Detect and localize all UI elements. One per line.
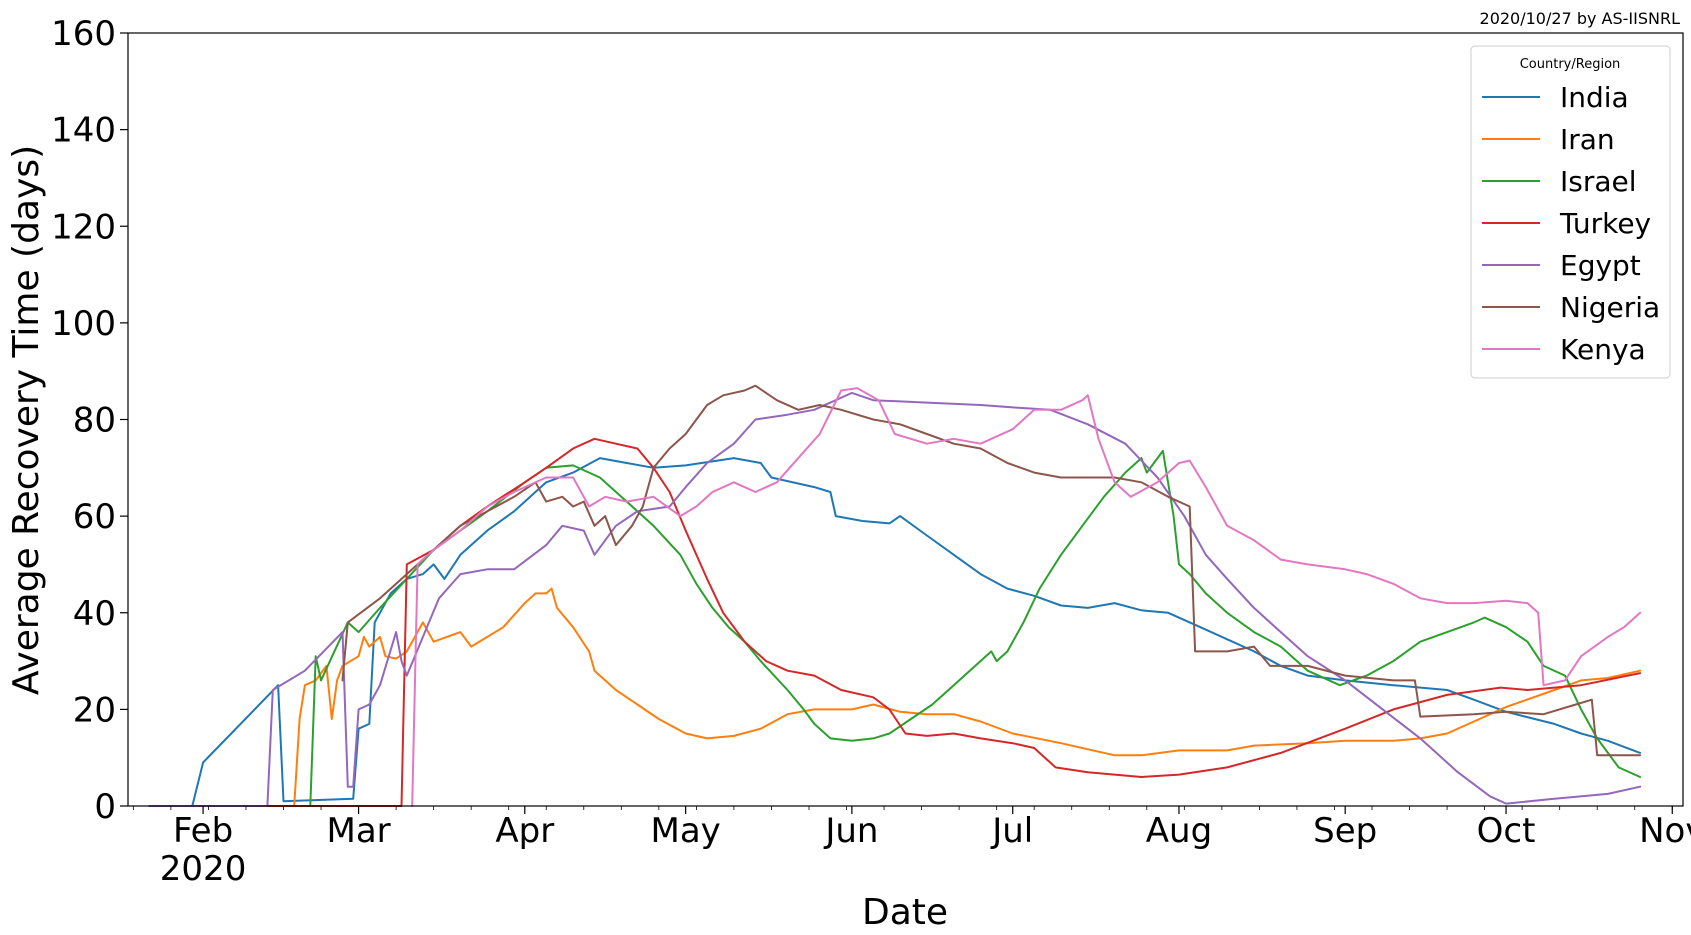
y-axis: 0 20 40 60 80 100 120 140 160: [51, 14, 128, 827]
legend-label: Kenya: [1560, 333, 1646, 366]
x-tick-label: Feb: [173, 811, 233, 851]
x-tick-label: Oct: [1477, 811, 1536, 851]
series-line-egypt: [148, 391, 1642, 807]
y-tick-label: 0: [94, 787, 116, 827]
x-tick-label: Sep: [1313, 811, 1377, 851]
x-tick-label: May: [651, 811, 721, 851]
legend-label: Iran: [1560, 123, 1615, 156]
y-axis-title: Average Recovery Time (days): [6, 145, 47, 695]
y-tick-label: 60: [73, 497, 116, 537]
series-line-kenya: [411, 387, 1642, 807]
legend-items: India Iran Israel Turkey Egypt Nigeria Kenya: [1482, 81, 1660, 366]
legend-title: Country/Region: [1520, 57, 1621, 72]
legend-label: Egypt: [1560, 249, 1641, 282]
y-tick-label: 100: [51, 304, 116, 344]
x-tick-sublabel: 2020: [160, 849, 247, 889]
x-tick-label: Apr: [495, 811, 554, 851]
y-tick-label: 80: [73, 401, 116, 441]
x-tick-label: Nov: [1639, 811, 1691, 851]
series-line-turkey: [148, 437, 1642, 807]
chart-annotation: 2020/10/27 by AS-IISNRL: [1480, 9, 1681, 28]
x-tick-label: Jun: [823, 811, 878, 851]
legend-label: Nigeria: [1560, 291, 1660, 324]
legend-label: Israel: [1560, 165, 1637, 198]
series-line-iran: [148, 587, 1642, 807]
series-line-israel: [148, 449, 1642, 807]
x-tick-label: Aug: [1146, 811, 1212, 851]
x-tick-label: Jul: [990, 811, 1033, 851]
x-axis-title: Date: [862, 892, 948, 933]
legend-label: India: [1560, 81, 1629, 114]
series-lines: [148, 384, 1642, 807]
legend-box: [1470, 45, 1671, 379]
x-tick-label: Mar: [326, 811, 390, 851]
y-tick-label: 140: [51, 111, 116, 151]
y-tick-label: 160: [51, 14, 116, 54]
legend-label: Turkey: [1559, 207, 1651, 240]
y-tick-label: 40: [73, 594, 116, 634]
legend: Country/Region India Iran Israel Turkey Egyp…: [1470, 45, 1671, 379]
series-line-nigeria: [341, 384, 1642, 757]
series-line-india: [148, 457, 1642, 807]
y-tick-label: 20: [73, 690, 116, 730]
y-tick-label: 120: [51, 207, 116, 247]
